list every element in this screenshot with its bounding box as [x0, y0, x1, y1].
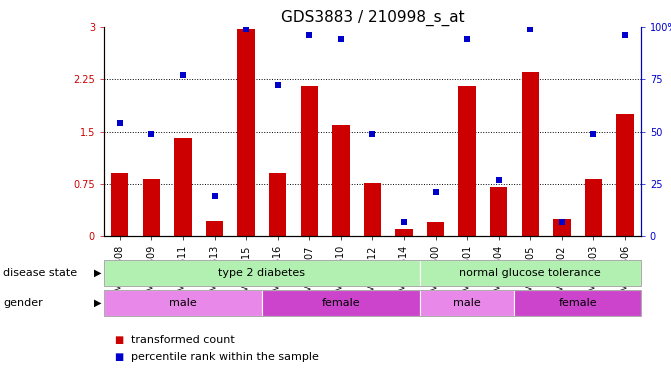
Point — [146, 131, 157, 137]
Text: male: male — [453, 298, 481, 308]
Text: normal glucose tolerance: normal glucose tolerance — [460, 268, 601, 278]
Bar — [458, 86, 476, 236]
Text: female: female — [558, 298, 597, 308]
Text: ▶: ▶ — [93, 268, 101, 278]
Bar — [332, 124, 350, 236]
Point — [115, 120, 125, 126]
Bar — [111, 174, 128, 236]
Point — [619, 32, 630, 38]
Text: female: female — [321, 298, 360, 308]
Point — [209, 193, 220, 199]
Text: percentile rank within the sample: percentile rank within the sample — [131, 352, 319, 362]
Bar — [553, 219, 570, 236]
Point — [241, 26, 252, 32]
Bar — [174, 139, 192, 236]
Point — [336, 36, 346, 43]
Text: GDS3883 / 210998_s_at: GDS3883 / 210998_s_at — [280, 10, 464, 26]
Point — [493, 177, 504, 183]
Text: disease state: disease state — [3, 268, 77, 278]
Point — [462, 36, 472, 43]
Text: type 2 diabetes: type 2 diabetes — [218, 268, 305, 278]
Point — [399, 218, 409, 225]
Point — [272, 83, 283, 89]
Point — [556, 218, 567, 225]
Bar — [584, 179, 602, 236]
Text: ▶: ▶ — [93, 298, 101, 308]
Bar — [521, 72, 539, 236]
Point — [588, 131, 599, 137]
Bar — [301, 86, 318, 236]
Bar — [490, 187, 507, 236]
Text: ■: ■ — [114, 335, 123, 345]
Point — [304, 32, 315, 38]
Bar — [269, 174, 287, 236]
Bar — [395, 229, 413, 236]
Bar — [206, 221, 223, 236]
Text: male: male — [169, 298, 197, 308]
Bar — [238, 29, 255, 236]
Text: gender: gender — [3, 298, 43, 308]
Bar — [617, 114, 633, 236]
Text: ■: ■ — [114, 352, 123, 362]
Bar — [364, 183, 381, 236]
Point — [525, 26, 535, 32]
Point — [367, 131, 378, 137]
Bar — [143, 179, 160, 236]
Text: transformed count: transformed count — [131, 335, 235, 345]
Point — [430, 189, 441, 195]
Bar — [427, 222, 444, 236]
Point — [178, 72, 189, 78]
